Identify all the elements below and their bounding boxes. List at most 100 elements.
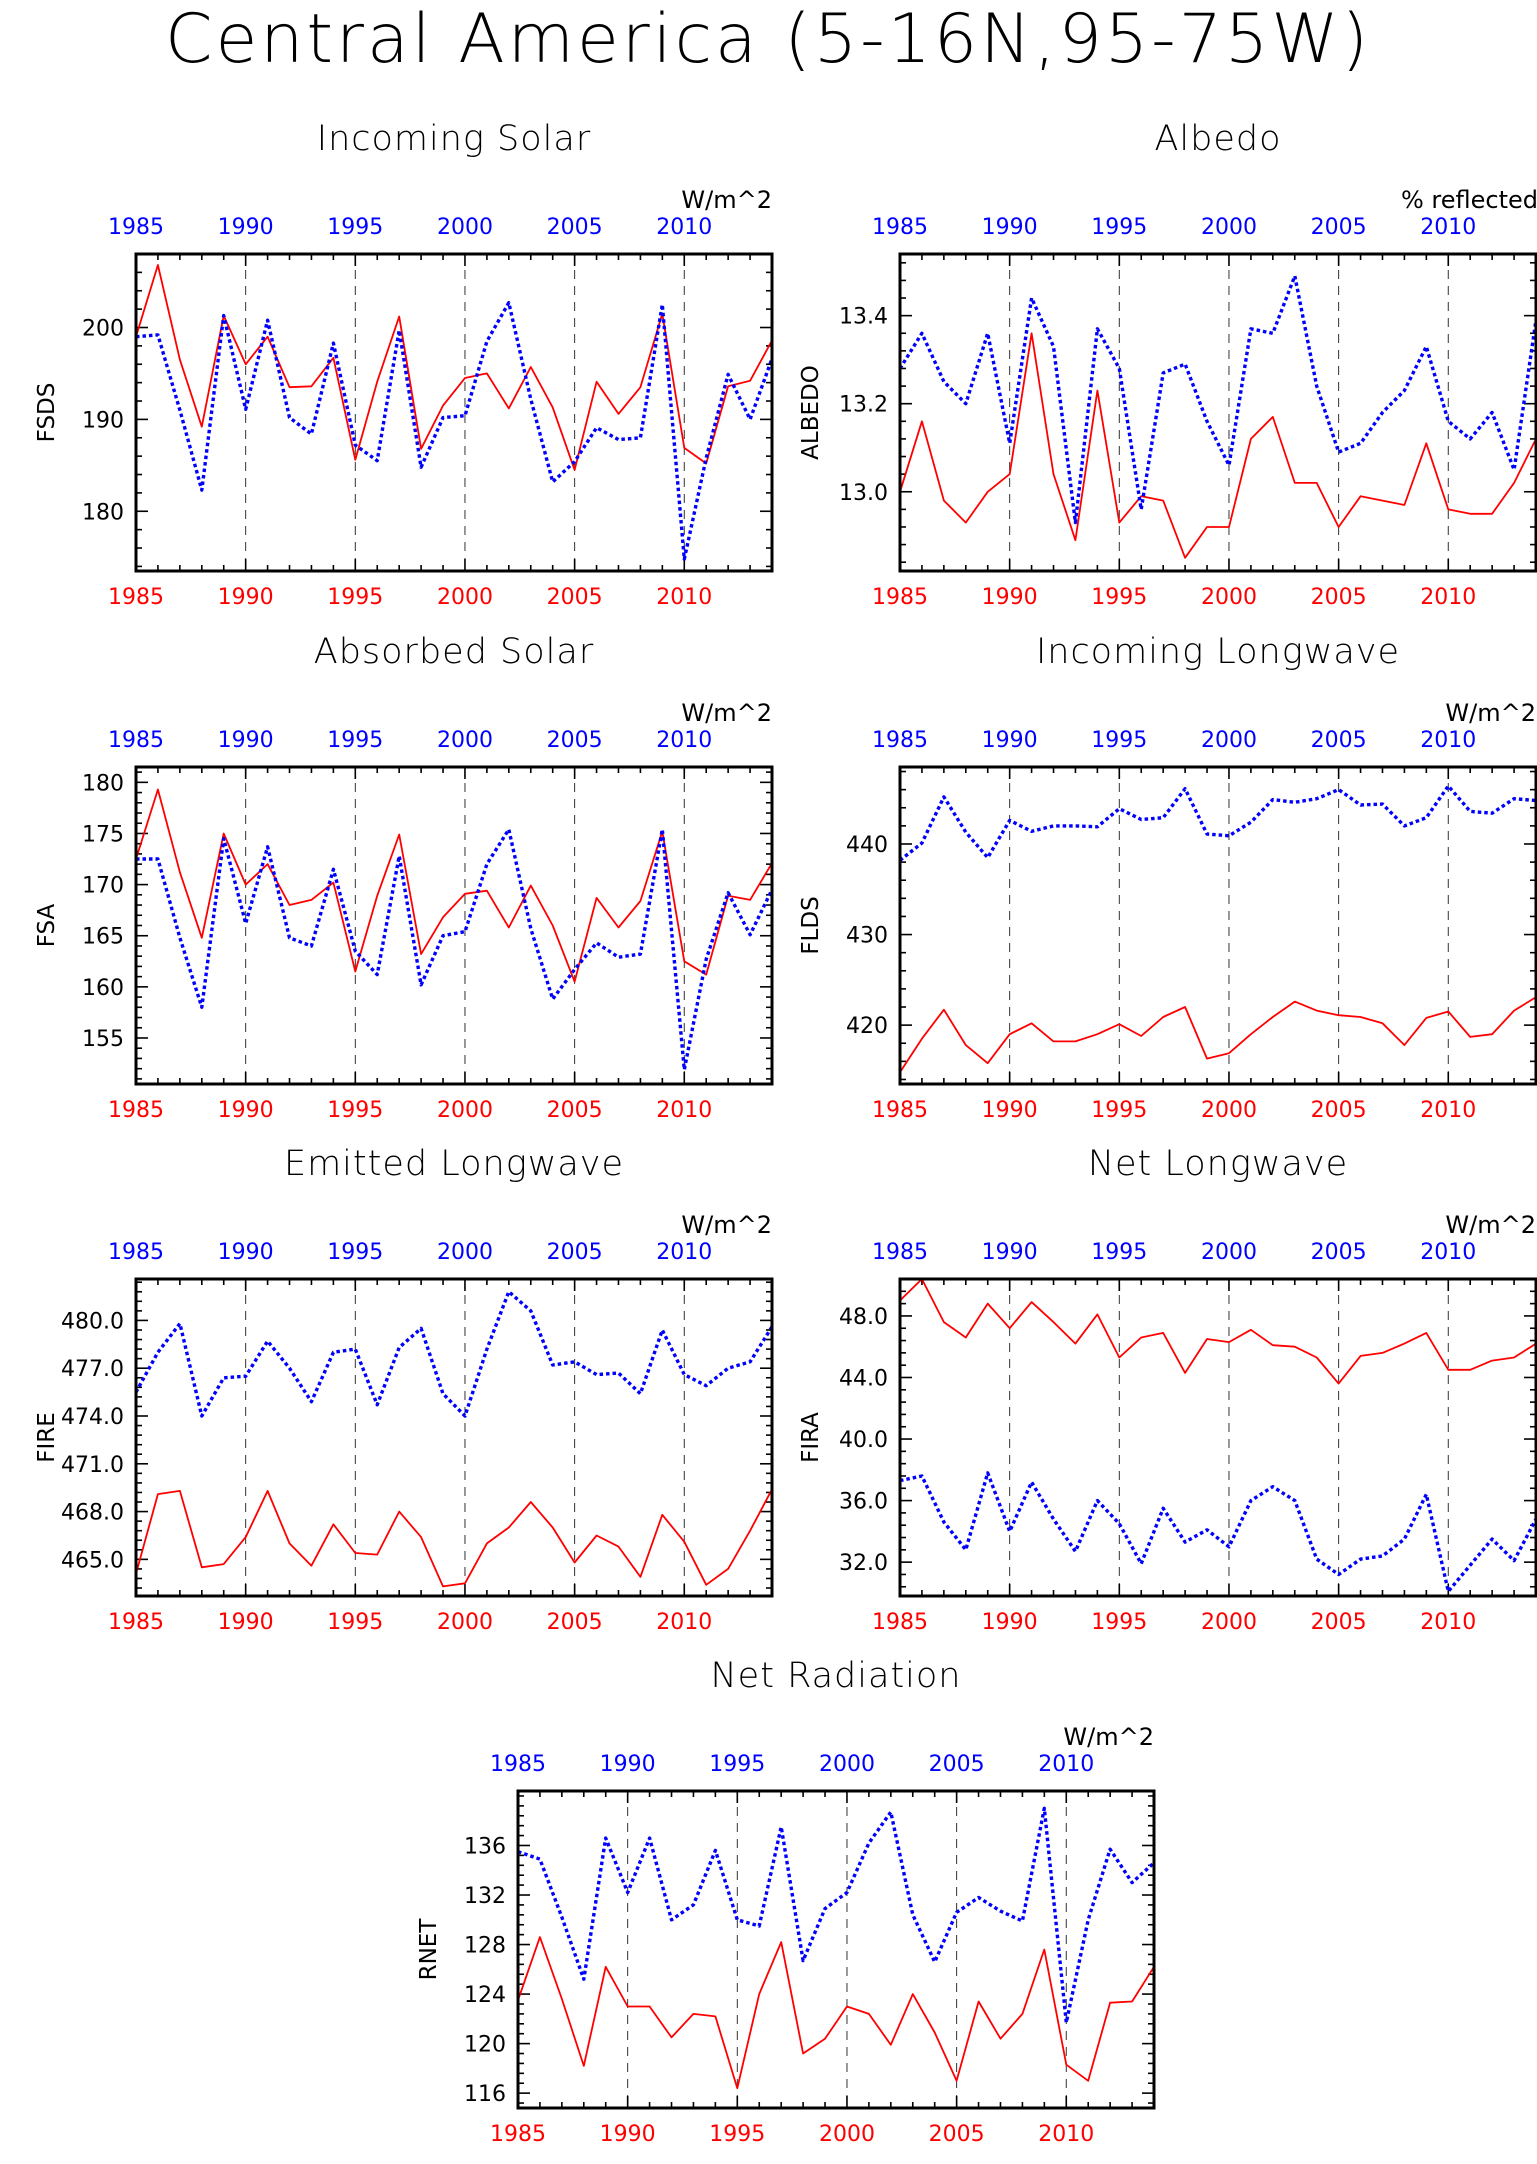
plot-frame (134, 765, 774, 1086)
y-tick-label: 200 (82, 317, 124, 342)
y-tick-label: 175 (82, 822, 124, 847)
x-tick-label-top: 1985 (108, 1240, 164, 1265)
plot-frame (898, 1277, 1537, 1598)
y-tick-label: 440 (846, 833, 888, 858)
y-tick-label: 468.0 (61, 1501, 124, 1526)
y-tick-label: 13.2 (839, 393, 888, 418)
x-tick-label-top: 2010 (656, 728, 712, 753)
y-tick-label: 136 (464, 1834, 506, 1859)
plot-frame (134, 252, 774, 573)
x-tick-label-bottom: 2010 (656, 1610, 712, 1635)
x-tick-label-bottom: 1985 (872, 1098, 928, 1123)
y-tick-label: 480.0 (61, 1309, 124, 1334)
panel-title: Incoming Solar (317, 119, 591, 159)
panel-title: Absorbed Solar (314, 632, 594, 672)
x-tick-label-top: 2010 (1420, 215, 1476, 240)
chart-panel: Incoming Solar W/m^2 FSDS 1985 1985 1990 1990 1… (34, 119, 774, 610)
x-tick-label-bottom: 1995 (709, 2122, 765, 2147)
series-line-blue-dotted (136, 827, 774, 1072)
x-tick-label-top: 1990 (982, 728, 1038, 753)
x-tick-label-bottom: 2010 (656, 1098, 712, 1123)
panel-title: Albedo (1154, 119, 1281, 159)
x-tick-label-bottom: 2000 (437, 1610, 493, 1635)
x-tick-label-bottom: 2005 (547, 585, 603, 610)
chart-panel: Albedo % reflected ALBEDO 1985 1985 1990 1990 1… (798, 119, 1537, 610)
units-label: W/m^2 (1063, 1723, 1154, 1751)
chart-panel: Absorbed Solar W/m^2 FSA 1985 1985 1990 1990 19… (34, 632, 774, 1123)
x-tick-label-bottom: 2000 (819, 2122, 875, 2147)
x-tick-label-bottom: 1990 (218, 1610, 274, 1635)
x-tick-label-bottom: 1985 (872, 1610, 928, 1635)
x-tick-label-top: 1985 (108, 728, 164, 753)
x-tick-label-top: 2000 (1201, 1240, 1257, 1265)
x-tick-label-bottom: 2005 (547, 1610, 603, 1635)
series-line-red-solid (135, 788, 773, 983)
y-tick-label: 160 (82, 976, 124, 1001)
y-tick-label: 165 (82, 925, 124, 950)
y-tick-label: 36.0 (839, 1490, 888, 1515)
x-tick-label-top: 1985 (872, 215, 928, 240)
x-tick-label-top: 1985 (872, 728, 928, 753)
x-tick-label-bottom: 1985 (108, 585, 164, 610)
panel-title: Incoming Longwave (1036, 632, 1400, 672)
x-tick-label-top: 2005 (1311, 215, 1367, 240)
y-tick-label: 180 (82, 500, 124, 525)
x-tick-label-top: 2000 (819, 1752, 875, 1777)
x-tick-label-bottom: 1995 (327, 1098, 383, 1123)
y-tick-label: 465.0 (61, 1548, 124, 1573)
series-line-red-solid (899, 332, 1537, 559)
x-tick-label-bottom: 2005 (1311, 1098, 1367, 1123)
series-line-red-solid (135, 264, 773, 471)
y-axis-label: FSA (34, 903, 60, 947)
chart-panel: Incoming Longwave W/m^2 FLDS 1985 1985 1990 19… (798, 632, 1537, 1123)
units-label: W/m^2 (681, 699, 772, 727)
y-tick-label: 48.0 (839, 1305, 888, 1330)
y-axis-label: FSDS (34, 383, 60, 443)
x-tick-label-bottom: 2000 (1201, 585, 1257, 610)
series-line-red-solid (135, 1488, 773, 1588)
x-tick-label-bottom: 1990 (982, 1098, 1038, 1123)
series-line-blue-dotted (898, 274, 1537, 525)
x-tick-label-top: 1985 (872, 1240, 928, 1265)
units-label: % reflected (1401, 186, 1537, 214)
panel-title: Net Radiation (711, 1656, 962, 1696)
x-tick-label-top: 2010 (1420, 728, 1476, 753)
x-tick-label-top: 1985 (490, 1752, 546, 1777)
units-label: W/m^2 (1445, 699, 1536, 727)
series-line-red-solid (517, 1936, 1155, 2090)
x-tick-label-bottom: 2010 (1420, 585, 1476, 610)
x-tick-label-top: 2000 (437, 1240, 493, 1265)
x-tick-label-bottom: 2000 (437, 1098, 493, 1123)
x-tick-label-top: 2010 (656, 215, 712, 240)
series-line-blue-dotted (898, 784, 1537, 862)
panels: Incoming Solar W/m^2 FSDS 1985 1985 1990 1990 1… (34, 119, 1537, 2147)
x-tick-label-top: 1995 (1091, 1240, 1147, 1265)
chart-panel: Net Radiation W/m^2 RNET 1985 1985 1990 1990 19… (416, 1656, 1156, 2147)
y-tick-label: 13.4 (839, 305, 888, 330)
x-tick-label-bottom: 2000 (1201, 1098, 1257, 1123)
series-line-red-solid (899, 1278, 1537, 1385)
y-axis-label: FIRE (34, 1412, 60, 1463)
x-tick-label-top: 2010 (656, 1240, 712, 1265)
x-tick-label-top: 1995 (327, 728, 383, 753)
y-tick-label: 471.0 (61, 1453, 124, 1478)
x-tick-label-top: 2000 (437, 728, 493, 753)
x-tick-label-top: 1995 (327, 1240, 383, 1265)
y-tick-label: 44.0 (839, 1366, 888, 1391)
y-tick-label: 155 (82, 1027, 124, 1052)
y-tick-label: 124 (464, 1983, 506, 2008)
chart-panel: Emitted Longwave W/m^2 FIRE 1985 1985 1990 199… (34, 1144, 774, 1635)
x-tick-label-bottom: 1995 (1091, 1610, 1147, 1635)
y-tick-label: 430 (846, 924, 888, 949)
x-tick-label-top: 1990 (218, 1240, 274, 1265)
x-tick-label-bottom: 2005 (1311, 585, 1367, 610)
x-tick-label-top: 2000 (437, 215, 493, 240)
x-tick-label-top: 1985 (108, 215, 164, 240)
x-tick-label-top: 2005 (547, 728, 603, 753)
y-tick-label: 40.0 (839, 1428, 888, 1453)
y-tick-label: 170 (82, 874, 124, 899)
y-tick-label: 132 (464, 1884, 506, 1909)
x-tick-label-top: 1995 (1091, 215, 1147, 240)
x-tick-label-top: 2005 (1311, 1240, 1367, 1265)
